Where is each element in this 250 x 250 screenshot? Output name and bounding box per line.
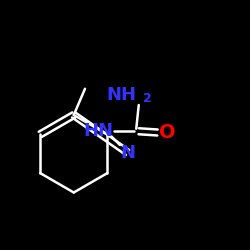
- Text: 2: 2: [143, 92, 152, 105]
- Text: HN: HN: [84, 122, 114, 140]
- Text: NH: NH: [106, 86, 136, 104]
- Text: O: O: [159, 123, 176, 142]
- Text: N: N: [120, 144, 135, 162]
